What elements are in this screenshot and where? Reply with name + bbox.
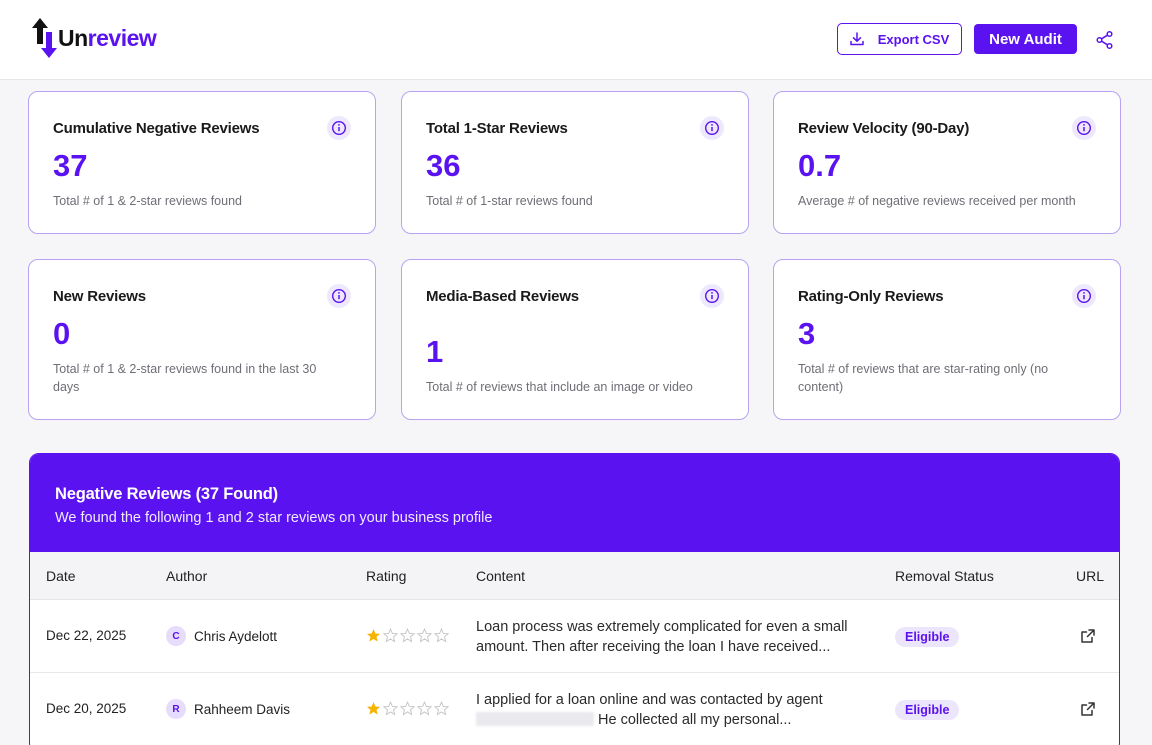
column-header-content[interactable]: Content	[476, 568, 526, 584]
stat-title: Total 1-Star Reviews	[426, 120, 568, 137]
star-icon	[434, 628, 449, 643]
review-author: C Chris Aydelott	[166, 626, 277, 646]
star-icon	[400, 628, 415, 643]
star-icon	[417, 628, 432, 643]
stat-card-new-reviews: New Reviews 0 Total # of 1 & 2-star revi…	[28, 259, 376, 420]
review-content: I applied for a loan online and was cont…	[476, 690, 876, 730]
star-icon	[417, 701, 432, 716]
table-header: Date Author Rating Content Removal Statu…	[30, 552, 1119, 600]
status-badge: Eligible	[895, 627, 960, 647]
negative-reviews-panel: Negative Reviews (37 Found) We found the…	[29, 453, 1120, 745]
external-link-icon[interactable]	[1080, 701, 1096, 717]
export-csv-button[interactable]: Export CSV	[837, 23, 962, 55]
star-icon	[366, 702, 381, 715]
stat-card-review-velocity: Review Velocity (90-Day) 0.7 Average # o…	[773, 91, 1121, 234]
panel-subtitle: We found the following 1 and 2 star revi…	[55, 510, 493, 526]
stat-value: 1	[426, 334, 444, 369]
stat-value: 36	[426, 148, 461, 183]
star-icon	[383, 701, 398, 716]
column-header-date[interactable]: Date	[46, 568, 76, 584]
top-header: Unreview Export CSV New Audit	[0, 0, 1152, 80]
info-icon[interactable]	[327, 284, 351, 308]
new-audit-button[interactable]: New Audit	[974, 24, 1077, 54]
stat-card-one-star: Total 1-Star Reviews 36 Total # of 1-sta…	[401, 91, 749, 234]
review-content-line: I applied for a loan online and was cont…	[476, 692, 823, 708]
stat-card-media-based: Media-Based Reviews 1 Total # of reviews…	[401, 259, 749, 420]
star-icon	[383, 628, 398, 643]
export-csv-label: Export CSV	[877, 31, 950, 47]
star-icon	[434, 701, 449, 716]
star-icon	[366, 629, 381, 642]
stat-title: New Reviews	[53, 288, 146, 305]
brand-logo[interactable]: Unreview	[32, 18, 157, 58]
stat-description: Average # of negative reviews received p…	[798, 194, 1076, 208]
stat-description: Total # of 1-star reviews found	[426, 194, 593, 208]
review-content-line: He collected all my personal...	[598, 712, 792, 728]
logo-arrows-icon	[32, 18, 57, 58]
info-icon[interactable]	[700, 116, 724, 140]
star-rating	[366, 701, 449, 716]
table-row[interactable]: Dec 22, 2025 C Chris Aydelott Loan proce…	[30, 600, 1119, 673]
stat-value: 0.7	[798, 148, 842, 183]
review-author: R Rahheem Davis	[166, 699, 290, 719]
review-date: Dec 20, 2025	[46, 701, 127, 716]
author-name: Rahheem Davis	[194, 701, 291, 717]
stat-value: 0	[53, 316, 71, 351]
stat-card-rating-only: Rating-Only Reviews 3 Total # of reviews…	[773, 259, 1121, 420]
share-icon[interactable]	[1095, 30, 1115, 50]
stat-value: 37	[53, 148, 88, 183]
stat-description: Total # of reviews that are star-rating …	[798, 362, 1049, 394]
stat-description: Total # of 1 & 2-star reviews found	[53, 194, 242, 208]
stat-card-cumulative-negative: Cumulative Negative Reviews 37 Total # o…	[28, 91, 376, 234]
stat-description: Total # of reviews that include an image…	[426, 380, 693, 394]
stat-title: Rating-Only Reviews	[798, 288, 944, 305]
panel-header: Negative Reviews (37 Found) We found the…	[30, 454, 1119, 552]
column-header-removal-status[interactable]: Removal Status	[895, 568, 994, 584]
info-icon[interactable]	[327, 116, 351, 140]
stat-title: Cumulative Negative Reviews	[53, 120, 260, 137]
review-content: Loan process was extremely complicated f…	[476, 619, 848, 655]
stat-title: Review Velocity (90-Day)	[798, 120, 970, 137]
brand-name: Unreview	[58, 24, 157, 51]
panel-title: Negative Reviews (37 Found)	[55, 485, 278, 503]
column-header-rating[interactable]: Rating	[366, 568, 407, 584]
star-rating	[366, 628, 449, 643]
review-date: Dec 22, 2025	[46, 628, 127, 643]
info-icon[interactable]	[1072, 116, 1096, 140]
status-badge: Eligible	[895, 700, 960, 720]
download-icon	[849, 32, 864, 46]
avatar: C	[166, 626, 186, 646]
external-link-icon[interactable]	[1080, 628, 1096, 644]
stat-title: Media-Based Reviews	[426, 288, 579, 305]
review-content-line-redacted: He collected all my personal...	[476, 710, 876, 730]
info-icon[interactable]	[1072, 284, 1096, 308]
column-header-author[interactable]: Author	[166, 568, 208, 584]
author-name: Chris Aydelott	[194, 628, 278, 644]
redacted-text	[476, 712, 594, 726]
info-icon[interactable]	[700, 284, 724, 308]
avatar: R	[166, 699, 186, 719]
stat-description: Total # of 1 & 2-star reviews found in t…	[53, 362, 317, 394]
table-row[interactable]: Dec 20, 2025 R Rahheem Davis I applied f…	[30, 673, 1119, 745]
star-icon	[400, 701, 415, 716]
stat-value: 3	[798, 316, 816, 351]
column-header-url[interactable]: URL	[1076, 568, 1105, 584]
